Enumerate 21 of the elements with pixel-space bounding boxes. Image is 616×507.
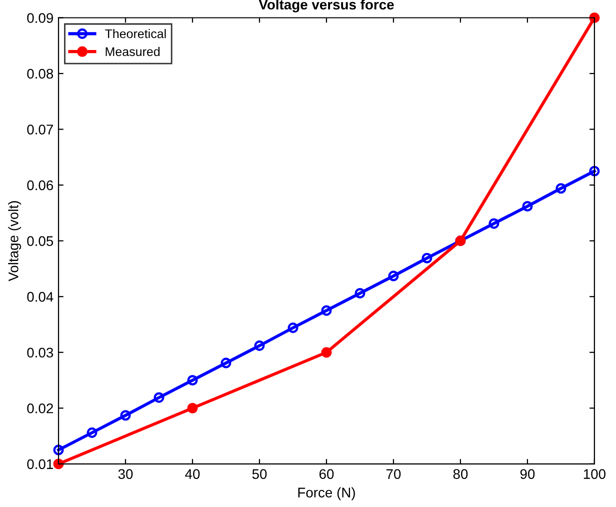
y-tick-label: 0.03	[27, 348, 54, 358]
x-tick-label: 40	[185, 469, 200, 479]
x-axis-title: Force (N)	[298, 487, 355, 500]
x-tick-label: 100	[584, 469, 606, 479]
y-tick-label: 0.01	[27, 459, 53, 470]
y-tick-label: 0.08	[27, 68, 54, 79]
y-tick-label: 0.07	[27, 124, 53, 134]
x-tick-label: 90	[520, 469, 535, 479]
x-tick-label: 80	[453, 469, 468, 479]
y-tick-label: 0.05	[27, 236, 54, 246]
y-tick-label: 0.04	[27, 292, 54, 302]
legend-label: Theoretical	[105, 28, 166, 38]
x-tick-label: 50	[252, 469, 267, 479]
y-tick-label: 0.02	[27, 403, 53, 414]
x-tick-label: 70	[386, 469, 401, 479]
y-tick-label: 0.09	[27, 13, 54, 23]
y-axis-title: Voltage (volt)	[8, 201, 22, 282]
x-tick-label: 60	[319, 469, 334, 479]
y-tick-label: 0.06	[27, 180, 54, 190]
legend-label: Measured	[106, 46, 160, 56]
x-tick-label: 30	[118, 469, 133, 479]
